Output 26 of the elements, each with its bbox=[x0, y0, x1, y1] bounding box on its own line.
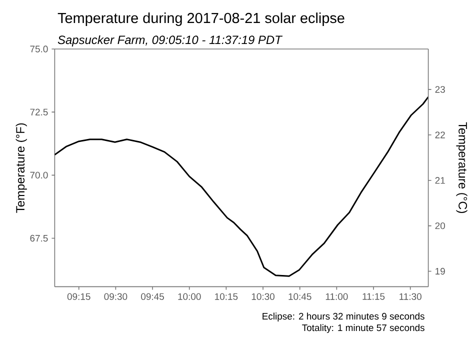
y2-tick-label: 22 bbox=[435, 132, 445, 138]
chart-subtitle: Sapsucker Farm, 09:05:10 - 11:37:19 PDT bbox=[58, 35, 283, 46]
y2-tick-label: 19 bbox=[436, 268, 445, 275]
text: Totality: 1 minute 57 seconds bbox=[302, 324, 424, 333]
x-tick-label: 10:15 bbox=[215, 293, 238, 300]
chart-title: Temperature during 2017-08-21 solar eclipse bbox=[58, 12, 344, 26]
x-tick-label: 11:30 bbox=[400, 293, 422, 300]
x-tick-label: 10:00 bbox=[178, 293, 201, 300]
y-tick-label: 70.0 bbox=[30, 172, 48, 179]
x-tick-label: 09:15 bbox=[67, 293, 90, 300]
x-tick-label: 10:45 bbox=[288, 293, 312, 300]
text: Eclipse: 2 hours 32 minutes 9 seconds bbox=[262, 312, 424, 322]
x-tick-label: 10:30 bbox=[252, 293, 274, 300]
y-tick-label: 75.0 bbox=[30, 46, 48, 52]
x-tick-label: 11:00 bbox=[326, 293, 348, 300]
y2-tick-label: 23 bbox=[435, 86, 445, 93]
y-tick-label: 72.5 bbox=[30, 108, 48, 116]
x-tick-label: 09:45 bbox=[141, 293, 164, 300]
line-series bbox=[54, 96, 428, 277]
y2-axis-title: Temperature (°C) bbox=[456, 122, 468, 213]
y-axis-title: Temperature (°F) bbox=[16, 123, 27, 213]
x-tick-label: 09:30 bbox=[104, 293, 128, 300]
y2-tick-label: 20 bbox=[435, 222, 445, 230]
y2-tick-label: 21 bbox=[435, 177, 445, 184]
y-tick-label: 67.5 bbox=[30, 234, 48, 242]
x-tick-label: 11:15 bbox=[362, 293, 385, 300]
